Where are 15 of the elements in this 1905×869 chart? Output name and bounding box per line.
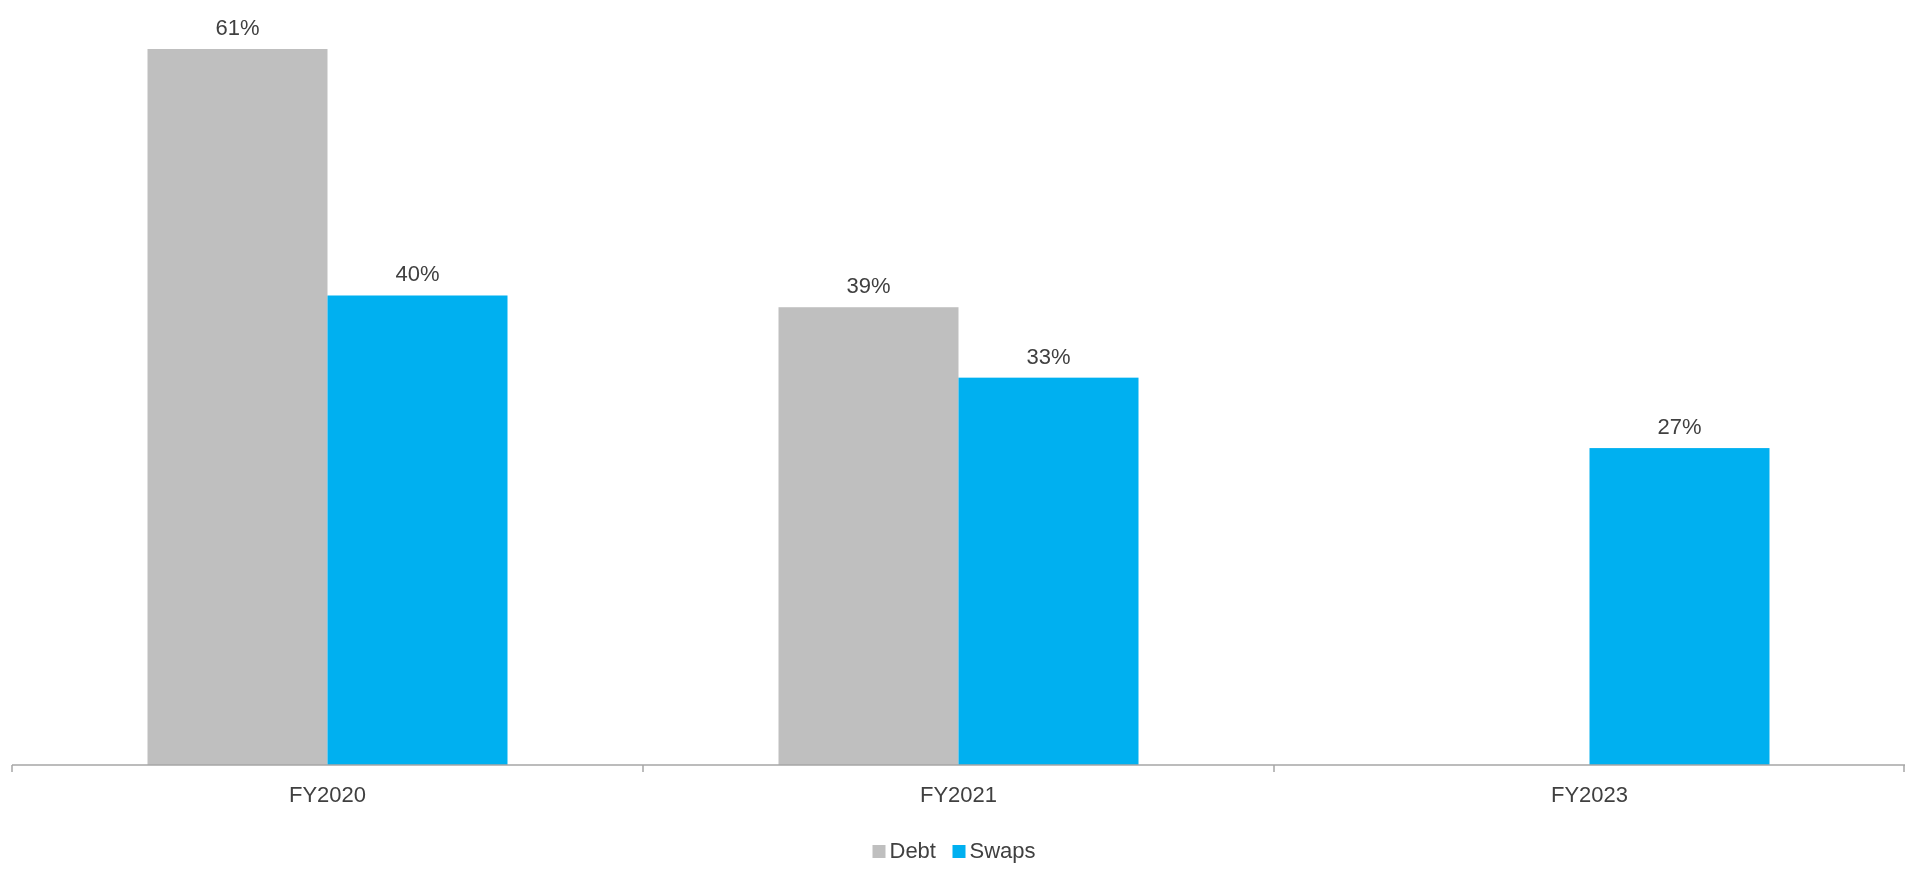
legend-label: Swaps: [969, 838, 1036, 863]
bar: [1589, 448, 1770, 765]
data-label: 39%: [846, 273, 891, 299]
bar: [327, 295, 508, 765]
bar: [778, 307, 959, 765]
bar: [958, 377, 1139, 765]
data-label: 61%: [215, 15, 260, 40]
data-label: 33%: [1026, 343, 1071, 369]
x-tick-label: FY2023: [1550, 782, 1629, 807]
data-label: 27%: [1657, 414, 1702, 440]
x-tick-label: FY2020: [288, 782, 367, 807]
data-label: 40%: [395, 261, 440, 287]
bar: [147, 49, 328, 765]
legend-label: Debt: [889, 838, 936, 863]
x-tick-label: FY2021: [919, 782, 998, 807]
